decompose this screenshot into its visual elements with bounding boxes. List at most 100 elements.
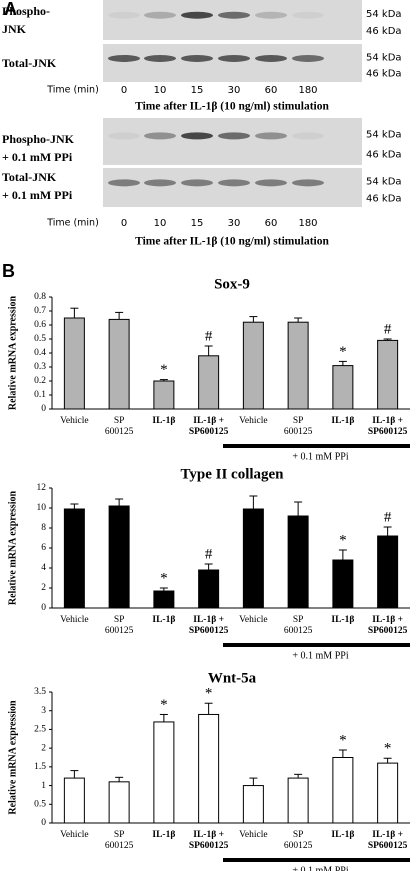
blot-band [181, 132, 213, 140]
x-tick-label: IL-1β [331, 416, 354, 426]
time-value: 15 [191, 218, 204, 229]
chart-title: Wnt-5a [208, 670, 257, 686]
group-label: + 0.1 mM PPi [292, 650, 348, 661]
blot-band [144, 179, 176, 187]
time-value: 0 [121, 218, 127, 229]
blot-name: Total-JNK [2, 56, 57, 70]
bar [332, 365, 354, 410]
blot-band [292, 54, 324, 62]
time-caption: Time after IL-1β (10 ng/ml) stimulation [135, 236, 329, 248]
x-tick-label: IL-1β [331, 830, 354, 840]
y-tick-label: 0.2 [34, 376, 46, 386]
kda-marker: 46 kDa [366, 26, 402, 37]
y-tick-label: 1.5 [34, 762, 46, 772]
bar [377, 535, 399, 609]
x-tick-label: IL-1β [152, 830, 175, 840]
blot-name: Phospho- [2, 4, 50, 18]
bar [153, 590, 175, 609]
bar [198, 713, 220, 824]
time-value: 10 [154, 218, 167, 229]
y-tick-label: 3.5 [34, 687, 46, 697]
bar [63, 317, 85, 410]
blot-image [103, 168, 362, 207]
x-tick-label: SP [114, 615, 125, 625]
x-tick-label: IL-1β + [372, 615, 403, 625]
x-tick-label: Vehicle [239, 416, 268, 426]
x-tick-label: SP600125 [368, 427, 408, 437]
y-tick-label: 0.8 [34, 292, 46, 302]
time-value: 180 [298, 218, 317, 229]
blot-band [181, 179, 213, 187]
bar [287, 777, 309, 824]
bar [377, 762, 399, 824]
y-axis-label: Relative mRNA expression [7, 295, 18, 410]
x-tick-label: SP600125 [189, 427, 229, 437]
time-value: 60 [265, 218, 278, 229]
blot-band [255, 132, 287, 140]
y-tick-label: 6 [41, 543, 46, 553]
y-axis-label: Relative mRNA expression [7, 700, 18, 815]
bar [242, 508, 264, 609]
blot-band [108, 132, 140, 140]
y-tick-label: 4 [41, 563, 46, 573]
bar [153, 721, 175, 824]
time-value: 60 [265, 85, 278, 96]
blot-band [181, 11, 213, 19]
kda-marker: 46 kDa [366, 69, 402, 80]
group-label: + 0.1 mM PPi [292, 451, 348, 462]
y-tick-label: 0.1 [34, 390, 46, 400]
blot-image [103, 0, 362, 40]
significance-marker: # [205, 546, 213, 562]
y-axis-label: Relative mRNA expression [7, 490, 18, 605]
kda-marker: 54 kDa [366, 52, 402, 63]
bar [242, 321, 264, 410]
y-tick-label: 0.4 [34, 348, 46, 358]
group-bracket [223, 444, 410, 448]
significance-marker: # [384, 321, 392, 337]
blot-band [144, 132, 176, 140]
group-bracket [223, 858, 410, 862]
x-tick-label: IL-1β + [193, 416, 224, 426]
x-tick-label: SP [114, 416, 125, 426]
significance-marker: # [205, 328, 213, 344]
significance-marker: * [339, 732, 347, 748]
significance-marker: * [205, 686, 213, 702]
x-tick-label: IL-1β + [193, 830, 224, 840]
x-tick-label: IL-1β [331, 615, 354, 625]
bar [63, 777, 85, 824]
blot-band [255, 179, 287, 187]
time-value: 30 [228, 85, 241, 96]
blot-band [218, 11, 250, 19]
blot-band [255, 11, 287, 19]
y-tick-label: 0.5 [34, 334, 46, 344]
x-tick-label: 600125 [105, 841, 134, 851]
x-tick-label: Vehicle [239, 615, 268, 625]
x-tick-label: IL-1β [152, 615, 175, 625]
significance-marker: * [339, 344, 347, 360]
x-tick-label: 600125 [284, 841, 313, 851]
significance-marker: * [384, 741, 392, 757]
x-tick-label: 600125 [284, 626, 313, 636]
bar [287, 515, 309, 609]
blot-band [218, 54, 250, 62]
blot-name: Phospho-JNK [2, 132, 75, 146]
bar [377, 339, 399, 410]
x-tick-label: Vehicle [60, 615, 89, 625]
bar [287, 321, 309, 410]
panel-label: A [4, 0, 17, 19]
y-tick-label: 10 [37, 503, 47, 513]
significance-marker: * [160, 570, 168, 586]
blot-name: + 0.1 mM PPi [2, 150, 73, 164]
blot-image [103, 118, 362, 165]
blot-band [292, 179, 324, 187]
blot-band [292, 11, 324, 19]
panel-label: B [2, 261, 15, 281]
blot-band [144, 11, 176, 19]
blot-band [108, 11, 140, 19]
kda-marker: 54 kDa [366, 177, 402, 188]
x-tick-label: SP600125 [368, 841, 408, 851]
blot-name: JNK [2, 22, 27, 36]
blot-image [103, 44, 362, 82]
y-tick-label: 12 [37, 483, 47, 493]
